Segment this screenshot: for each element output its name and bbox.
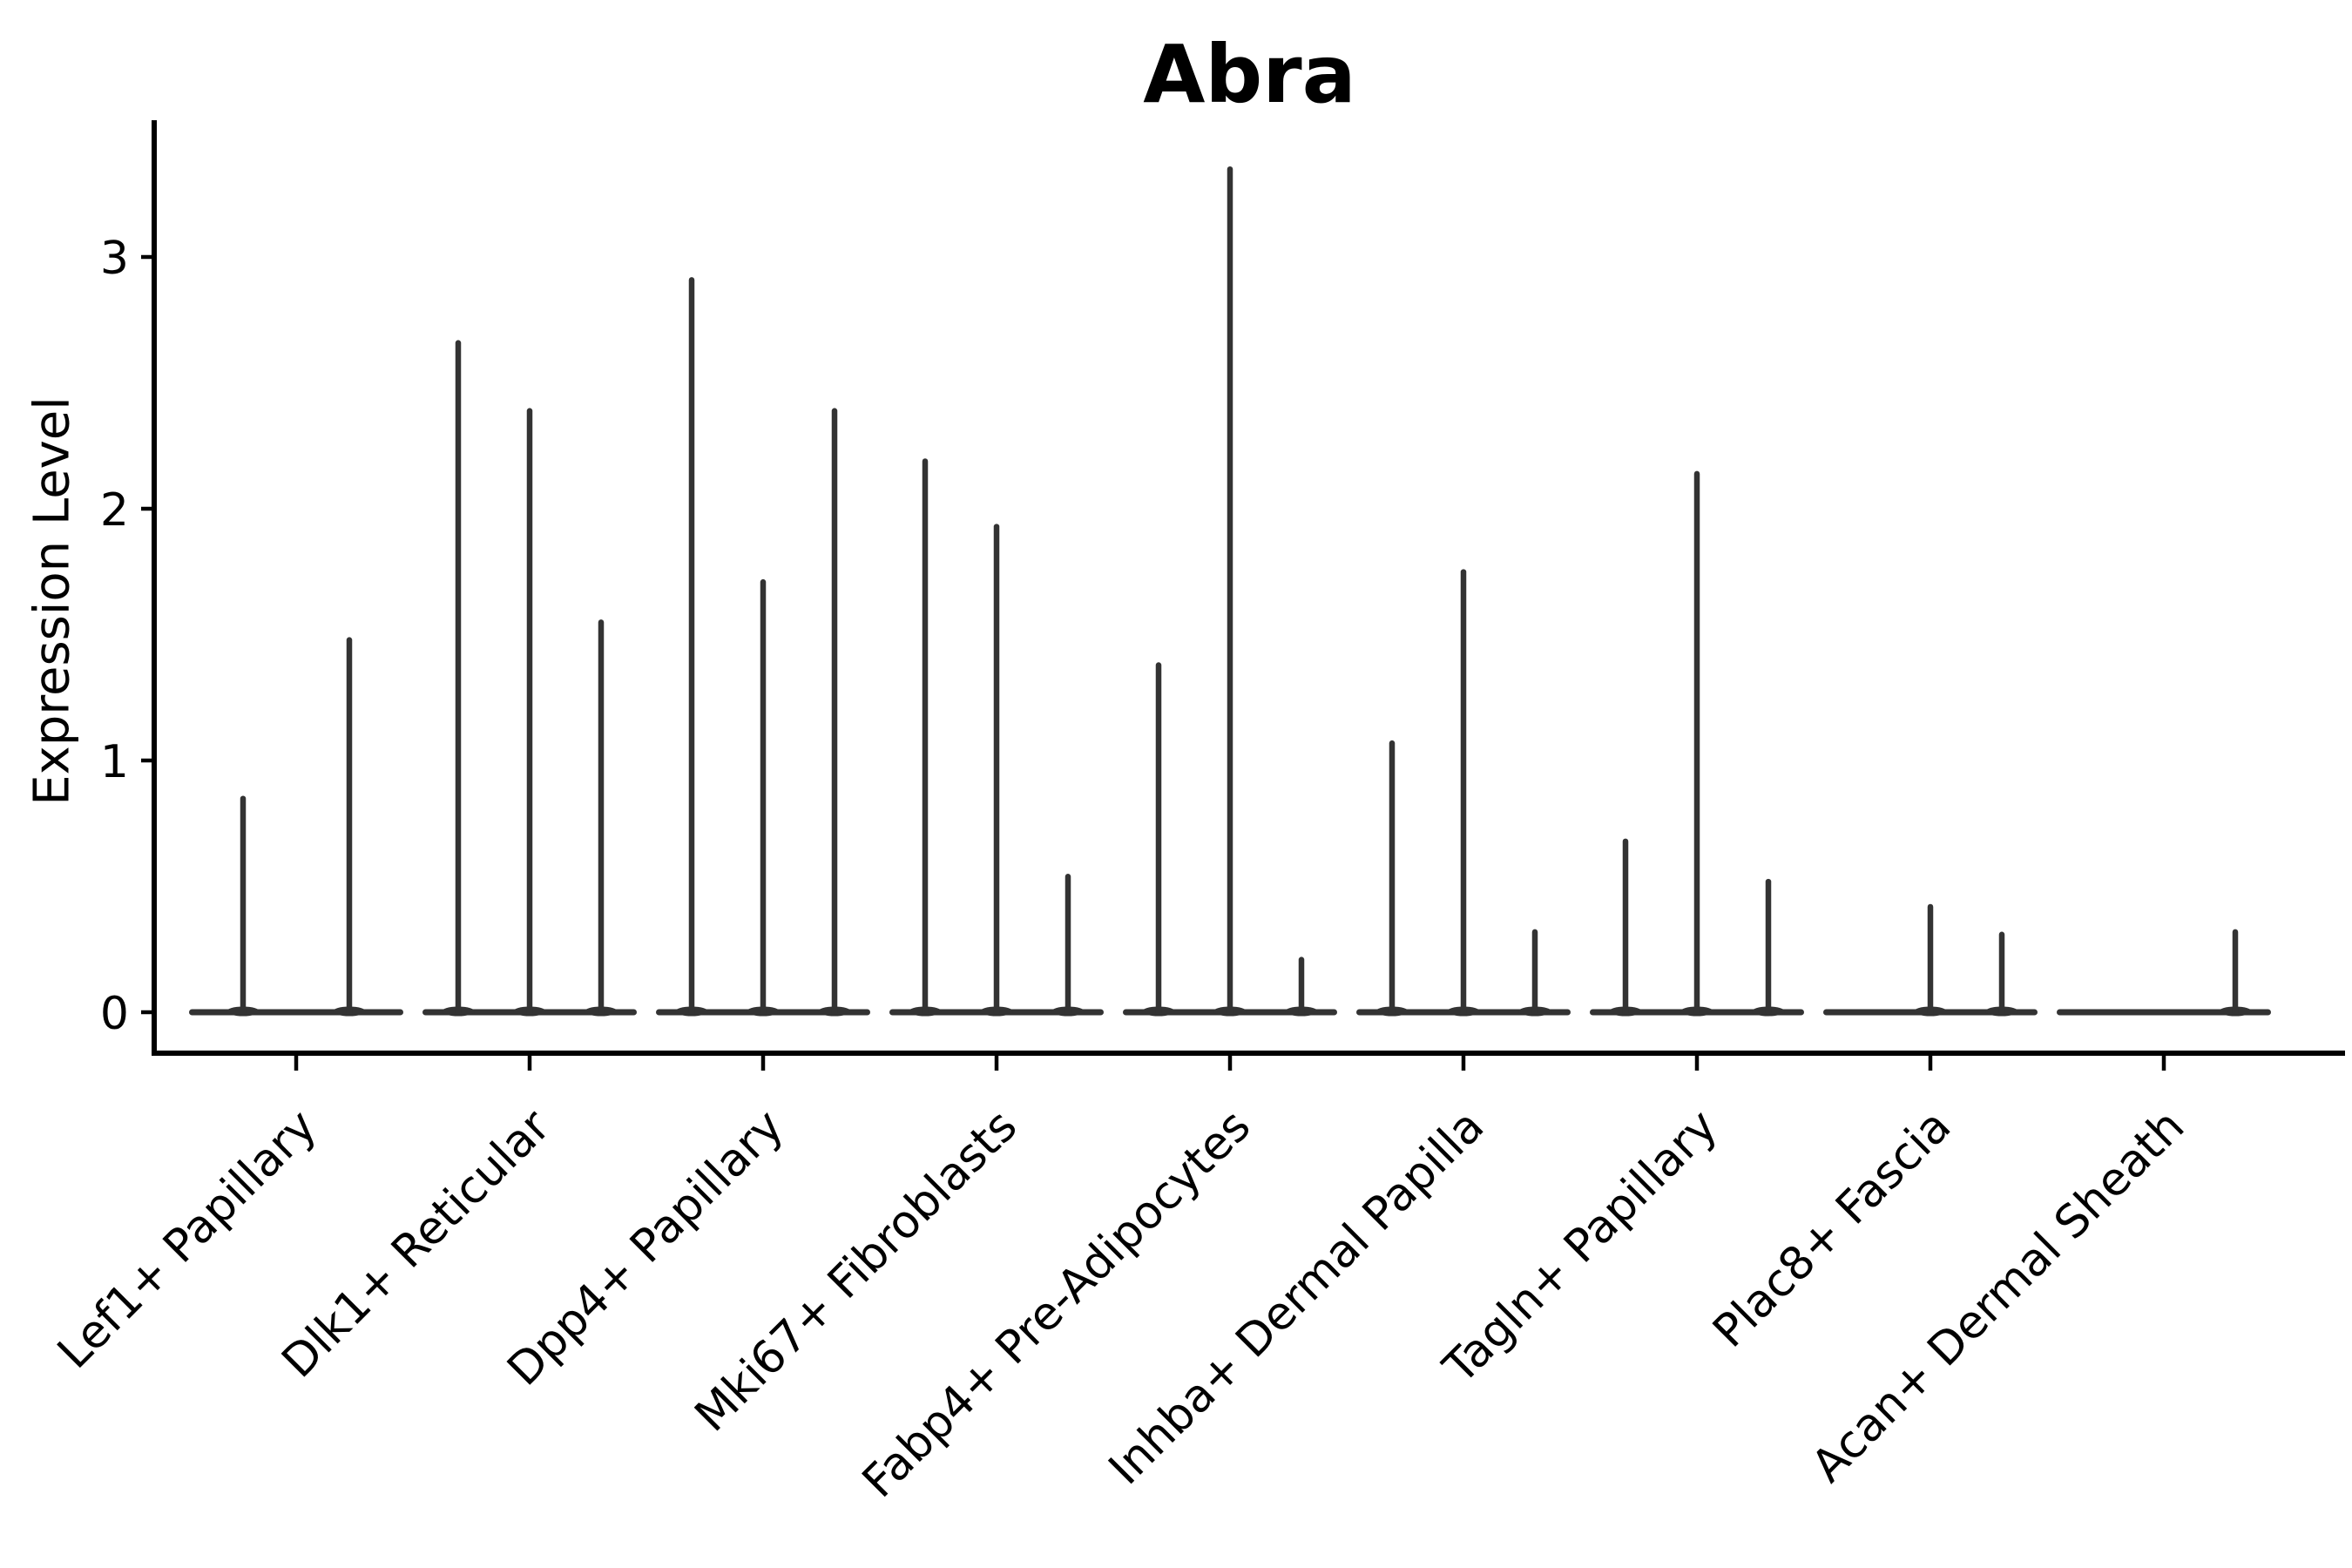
violin-spike (760, 578, 767, 1015)
violin-baseline (2057, 1009, 2271, 1016)
violin-spike (598, 619, 605, 1015)
violin-spike (1460, 569, 1467, 1015)
violin-spike (1064, 874, 1071, 1015)
violin-spike (526, 408, 533, 1015)
y-tick-label: 2 (100, 484, 129, 537)
violin-spike (1531, 929, 1538, 1015)
violin-spike (1155, 662, 1162, 1015)
violin-spike (922, 458, 929, 1015)
x-tick-label: Inhba+ Dermal Papilla (1099, 1100, 1494, 1495)
y-tick-label: 0 (100, 988, 129, 1040)
violin-spike (1298, 956, 1305, 1015)
violin-spike (1693, 470, 1700, 1015)
chart-title: Abra (1143, 28, 1356, 121)
x-tick-label: Fabp4+ Pre-Adipocytes (853, 1100, 1260, 1508)
x-tick-label: Acan+ Dermal Sheath (1802, 1100, 2195, 1493)
violin-spike (1927, 903, 1934, 1015)
violin-spike (688, 277, 695, 1015)
violin-spike (1765, 878, 1772, 1015)
violin-baseline (189, 1009, 403, 1016)
violin-spike (1998, 931, 2005, 1015)
violin-spike (346, 637, 353, 1015)
violin-spike (240, 795, 247, 1015)
x-tick-label: Lef1+ Papillary (48, 1100, 327, 1379)
violin-spike (1389, 740, 1396, 1015)
violin-spike (1227, 166, 1233, 1015)
violin-spike (993, 524, 1000, 1015)
violin-spike (455, 340, 462, 1015)
violin-spike (2232, 929, 2239, 1015)
y-axis-label: Expression Level (24, 396, 81, 806)
violin-spike (1622, 838, 1629, 1015)
violin-spike (831, 408, 838, 1015)
y-tick-label: 3 (100, 233, 129, 285)
x-tick-label: Plac8+ Fascia (1703, 1100, 1961, 1358)
y-tick-label: 1 (100, 736, 129, 788)
